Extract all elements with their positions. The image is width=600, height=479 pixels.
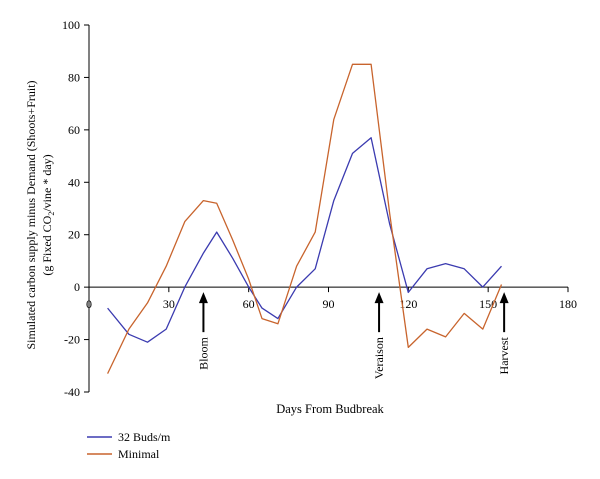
veraison-label: Veraison — [372, 337, 386, 379]
veraison-arrow-head — [374, 292, 384, 304]
y-tick-label: 0 — [74, 280, 80, 294]
y-axis-label: Simulated carbon supply minus Demand (Sh… — [24, 80, 56, 349]
x-axis: 0 30 60 90 120 150 180 — [86, 286, 577, 311]
y-axis: 100 80 60 40 20 0 -20 -40 — [62, 18, 90, 399]
x-tick-label: 120 — [399, 297, 417, 311]
y-tick-label: -40 — [64, 385, 80, 399]
y-tick-label: 60 — [68, 123, 80, 137]
legend-label: 32 Buds/m — [118, 430, 171, 444]
legend-item-32-buds-m: 32 Buds/m — [87, 430, 171, 444]
annotation-harvest: Harvest — [497, 292, 511, 374]
legend-label: Minimal — [118, 447, 160, 461]
x-axis-label: Days From Budbreak — [276, 402, 384, 416]
y-tick-label: 80 — [68, 70, 80, 84]
y-axis-label-line2: (g Fixed CO2/vine * day) — [40, 154, 56, 275]
x-tick-label: 180 — [559, 297, 577, 311]
y-axis-label-line1: Simulated carbon supply minus Demand (Sh… — [24, 80, 38, 349]
legend-item-minimal: Minimal — [87, 447, 160, 461]
bloom-label: Bloom — [196, 336, 210, 369]
annotation-veraison: Veraison — [372, 292, 386, 379]
series-line-minimal — [107, 63, 503, 374]
annotations: Bloom Veraison Harvest — [196, 292, 511, 379]
annotation-bloom: Bloom — [196, 292, 210, 370]
series-lines — [107, 63, 503, 374]
x-tick-label: 0 — [86, 297, 92, 311]
legend: 32 Buds/m Minimal — [87, 430, 171, 461]
x-tick-label: 60 — [243, 297, 255, 311]
y-tick-label: 40 — [68, 175, 80, 189]
y-tick-label: 100 — [62, 18, 80, 32]
harvest-arrow-head — [499, 292, 509, 304]
series-line-32-buds-m — [107, 137, 502, 343]
harvest-label: Harvest — [497, 336, 511, 374]
y-tick-label: -20 — [64, 333, 80, 347]
x-tick-label: 150 — [479, 297, 497, 311]
y-tick-label: 20 — [68, 228, 80, 242]
x-tick-label: 90 — [323, 297, 335, 311]
bloom-arrow-head — [198, 292, 208, 304]
x-tick-label: 30 — [163, 297, 175, 311]
